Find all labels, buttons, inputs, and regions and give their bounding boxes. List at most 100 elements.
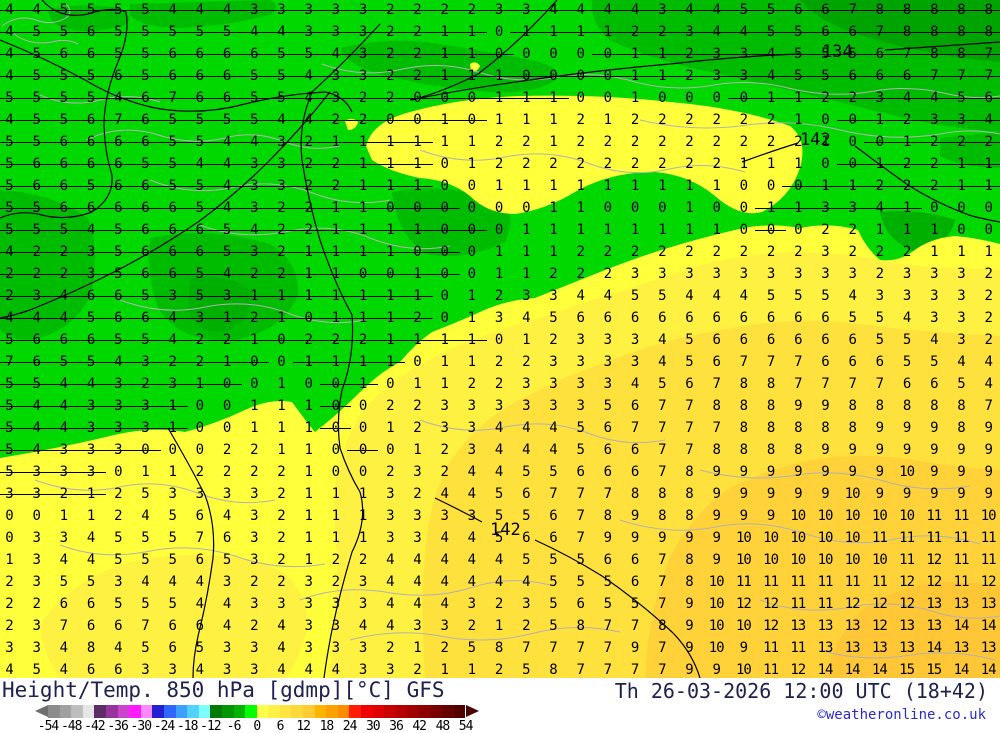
temp-value: 2: [848, 222, 856, 238]
temp-value: 6: [549, 530, 557, 546]
temp-value: 6: [47, 332, 79, 348]
temp-value: 5: [549, 618, 557, 634]
temp-value: 6: [102, 178, 134, 194]
temp-value: 11: [953, 574, 970, 590]
temp-value: 2: [673, 68, 705, 84]
temp-value: 3: [250, 508, 258, 524]
temp-value: 8: [918, 24, 950, 40]
temp-value: 4: [467, 464, 476, 480]
temp-value: 3: [358, 596, 367, 612]
scale-segment: [372, 705, 385, 718]
temp-value: 9: [685, 618, 693, 634]
temp-value: 6: [47, 134, 79, 150]
scale-tick-label: 12: [296, 719, 311, 733]
temp-value: 9: [902, 420, 911, 436]
temp-value: 1: [401, 222, 433, 238]
temp-value: 2: [918, 156, 950, 172]
temp-value: 0: [319, 376, 351, 392]
temp-value: 11: [980, 552, 997, 568]
temp-value: 7: [549, 640, 557, 656]
temp-value: 5: [292, 46, 324, 62]
temp-value: 1: [413, 442, 421, 458]
temp-value: 9: [630, 530, 639, 546]
temp-value: 3: [467, 596, 476, 612]
temp-value: 7: [766, 354, 775, 370]
temp-value: 9: [712, 508, 720, 524]
temp-value: 2: [292, 222, 324, 238]
temp-value: 0: [494, 200, 503, 216]
temp-value: 2: [20, 244, 52, 260]
temp-value: 1: [168, 464, 176, 480]
temp-value: 8: [902, 398, 911, 414]
copyright-link[interactable]: ©weatheronline.co.uk: [817, 707, 986, 723]
temp-value: 1: [374, 310, 406, 326]
temp-value: 5: [102, 244, 134, 260]
temp-value: 5: [102, 24, 134, 40]
temp-value: 5: [20, 68, 52, 84]
temp-value: 3: [957, 288, 965, 304]
temp-value: 6: [930, 376, 938, 392]
temp-value: 2: [277, 508, 285, 524]
temp-value: 4: [222, 508, 231, 524]
temp-value: 6: [782, 2, 814, 18]
temp-value: 0: [564, 68, 596, 84]
temp-value: 2: [603, 266, 612, 282]
temp-value: 5: [20, 112, 52, 128]
temp-value: 2: [685, 134, 693, 150]
temp-value: 0: [5, 530, 13, 546]
temp-value: 11: [763, 574, 779, 590]
temp-value: 2: [685, 244, 693, 260]
scale-segment: [407, 705, 419, 718]
temp-value: 3: [20, 486, 52, 502]
temp-value: 8: [794, 420, 802, 436]
temp-value: 3: [739, 266, 748, 282]
temp-value: 5: [265, 46, 297, 62]
temp-value: 0: [494, 332, 503, 348]
temp-value: 3: [863, 90, 895, 106]
temp-value: 5: [265, 68, 297, 84]
temp-value: 2: [183, 332, 215, 348]
temp-value: 4: [47, 310, 79, 326]
temp-value: 1: [564, 24, 596, 40]
temp-value: 13: [844, 618, 861, 634]
temp-value: 5: [522, 464, 530, 480]
temp-value: 9: [821, 464, 829, 480]
temp-value: 11: [899, 530, 915, 546]
temp-value: 6: [549, 508, 557, 524]
temp-value: 3: [413, 618, 421, 634]
temp-value: 12: [844, 596, 861, 612]
temp-value: 2: [20, 266, 52, 282]
temp-value: 0: [755, 222, 787, 238]
scale-tick-label: -12: [200, 719, 221, 733]
temp-value: 9: [712, 552, 720, 568]
temp-value: 9: [603, 530, 612, 546]
temp-value: 6: [129, 222, 161, 238]
temp-value: 1: [510, 90, 542, 106]
temp-value: 5: [576, 574, 584, 590]
temp-value: 2: [114, 486, 122, 502]
temp-value: 6: [59, 596, 68, 612]
temp-value: 0: [984, 200, 992, 216]
temp-value: 10: [708, 596, 725, 612]
temp-value: 6: [102, 68, 134, 84]
temp-value: 4: [238, 134, 270, 150]
temp-value: 0: [494, 222, 503, 238]
temp-value: 2: [114, 508, 122, 524]
temp-value: 13: [871, 640, 888, 656]
temp-value: 4: [658, 332, 666, 348]
temp-value: 8: [766, 442, 775, 458]
temp-value: 4: [20, 310, 52, 326]
scale-left-arrow-icon: [35, 705, 48, 717]
temp-value: 0: [537, 68, 569, 84]
temp-value: 5: [930, 354, 938, 370]
temp-value: 1: [347, 310, 379, 326]
temp-value: 2: [848, 244, 856, 260]
temp-value: 1: [413, 376, 421, 392]
temp-value: 1: [386, 420, 394, 436]
temp-value: 8: [739, 398, 748, 414]
temp-value: 1: [984, 244, 992, 260]
temp-value: 5: [494, 530, 503, 546]
temp-value: 9: [875, 464, 884, 480]
temp-value: 1: [141, 464, 149, 480]
